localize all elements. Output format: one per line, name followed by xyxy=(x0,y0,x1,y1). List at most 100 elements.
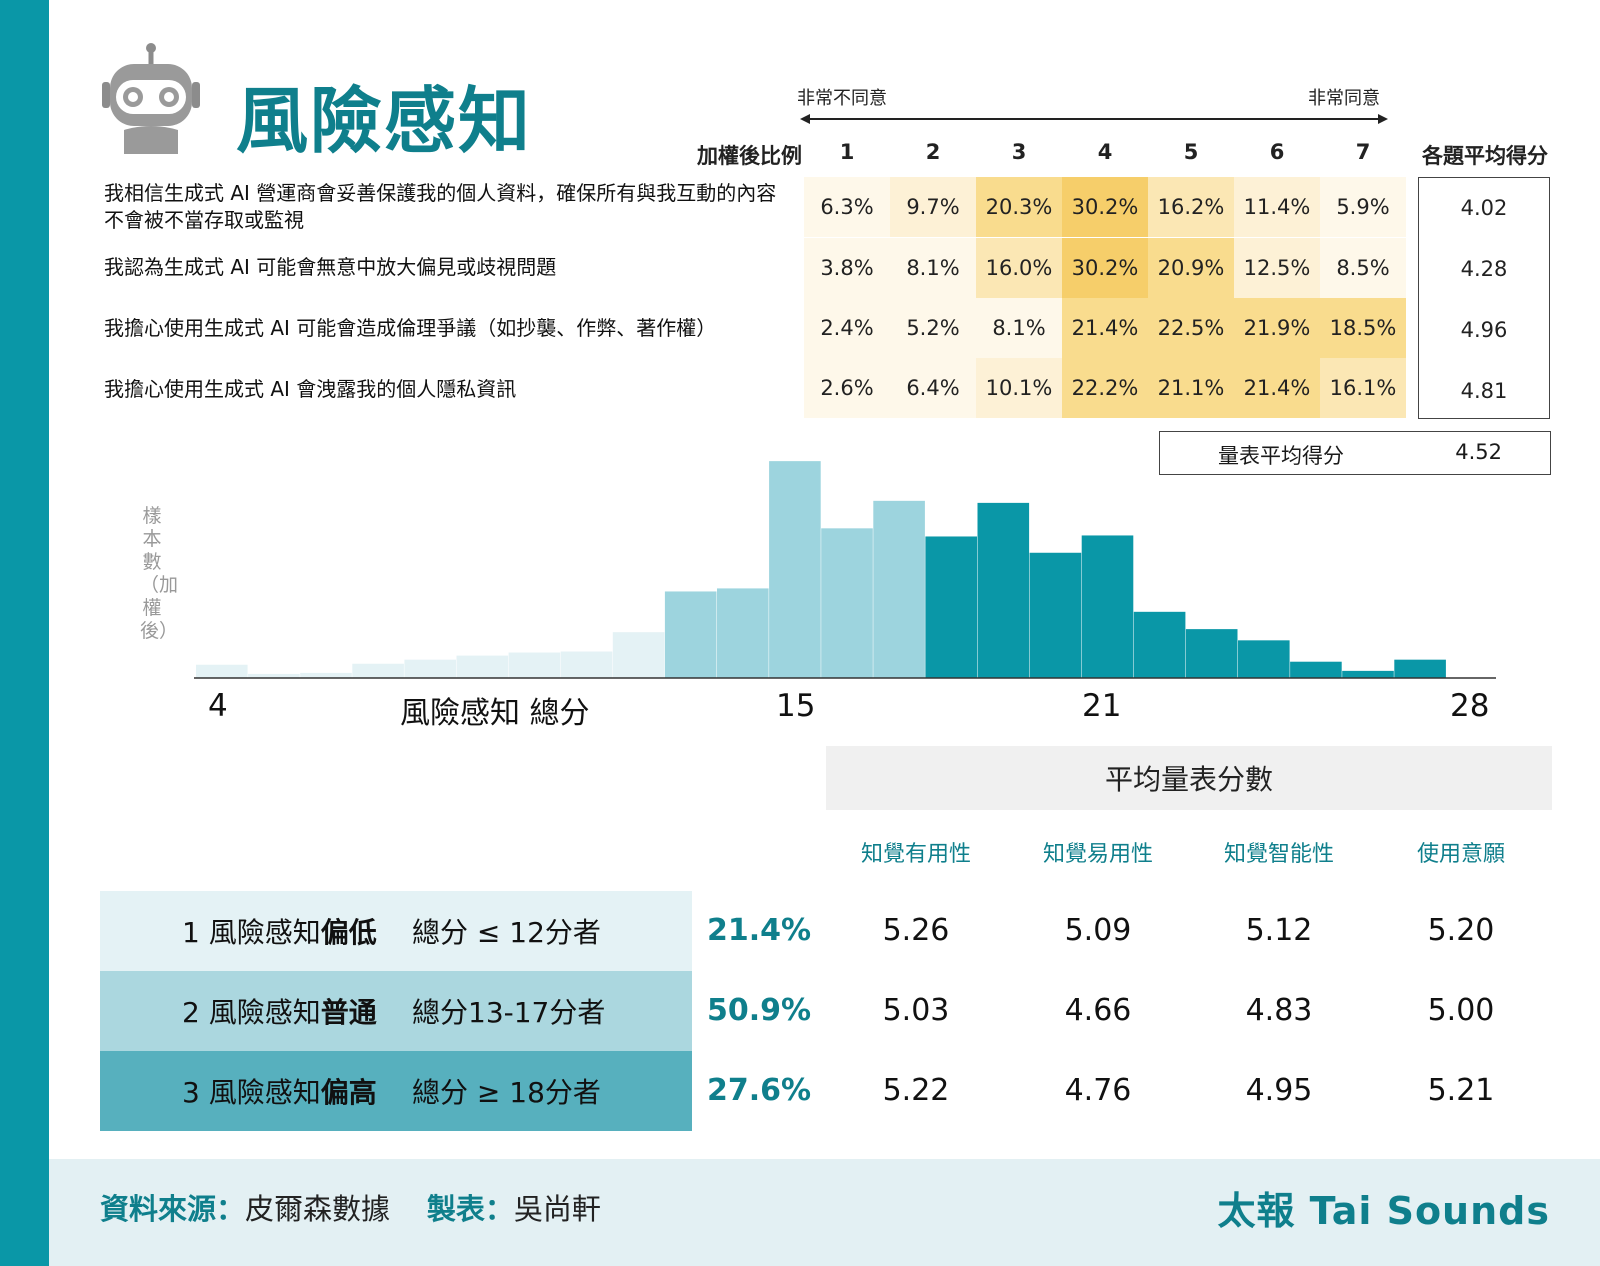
summary-column-header: 知覺有用性 xyxy=(860,842,971,867)
group-value: 4.83 xyxy=(1245,993,1313,1028)
overall-average-label: 量表平均得分 xyxy=(1218,444,1344,468)
scale-point-7: 7 xyxy=(1355,140,1371,164)
brand-logo: 太報 Tai Sounds xyxy=(1217,1189,1550,1233)
heatmap-cell: 20.3% xyxy=(976,177,1062,237)
heatmap-cell: 22.2% xyxy=(1062,358,1148,418)
group-label: 1 風險感知偏低 xyxy=(182,916,377,949)
scale-point-5: 5 xyxy=(1183,140,1199,164)
heatmap-cell: 3.8% xyxy=(804,238,890,298)
heatmap-cell: 30.2% xyxy=(1062,238,1148,298)
question-avg: 4.81 xyxy=(1460,379,1508,403)
group-value: 5.09 xyxy=(1064,913,1132,948)
group-score-range: 總分 ≤ 12分者 xyxy=(412,916,601,949)
overall-average-value: 4.52 xyxy=(1455,440,1502,464)
heatmap-cell: 18.5% xyxy=(1320,298,1406,358)
x-tick-label: 21 xyxy=(1082,688,1122,724)
heatmap-cell: 16.1% xyxy=(1320,358,1406,418)
question-avg: 4.28 xyxy=(1460,257,1508,281)
histogram-bar xyxy=(1029,552,1082,678)
histogram-y-label: 樣本數（加權後） xyxy=(140,505,179,642)
question-avg: 4.96 xyxy=(1460,318,1508,342)
x-tick-label: 4 xyxy=(208,688,228,724)
histogram-bar xyxy=(456,655,509,678)
group-value: 5.12 xyxy=(1245,913,1313,948)
question-text: 我相信生成式 AI 營運商會妥善保護我的個人資料，確保所有與我互動的內容不會被不… xyxy=(104,181,777,232)
group-value: 4.76 xyxy=(1064,1073,1132,1108)
histogram-bar xyxy=(1342,670,1394,678)
source-credit: 資料來源：皮爾森數據 製表：吳尚軒 xyxy=(100,1192,601,1226)
histogram-bar xyxy=(873,500,925,678)
group-score-range: 總分 ≥ 18分者 xyxy=(412,1076,601,1109)
heatmap-cell: 2.4% xyxy=(804,298,890,358)
histogram-bar xyxy=(821,528,873,678)
histogram-bar xyxy=(1185,629,1238,678)
histogram-bar xyxy=(248,673,300,678)
left-accent-bar xyxy=(0,0,49,1266)
x-tick-label: 15 xyxy=(776,688,816,724)
footer-band xyxy=(49,1159,1600,1266)
group-value: 5.26 xyxy=(882,913,950,948)
robot-icon xyxy=(102,43,200,154)
group-row-low: 1 風險感知偏低 總分 ≤ 12分者 xyxy=(100,891,692,971)
x-tick-label: 28 xyxy=(1450,688,1490,724)
group-value: 4.66 xyxy=(1064,993,1132,1028)
group-value: 5.00 xyxy=(1427,993,1495,1028)
question-text: 我認為生成式 AI 可能會無意中放大偏見或歧視問題 xyxy=(104,255,557,279)
scale-point-4: 4 xyxy=(1097,140,1113,164)
group-value: 5.22 xyxy=(882,1073,950,1108)
heatmap-cell: 16.0% xyxy=(976,238,1062,298)
heatmap-cell: 12.5% xyxy=(1234,238,1320,298)
scale-point-2: 2 xyxy=(925,140,941,164)
group-label: 2 風險感知普通 xyxy=(182,996,377,1029)
scale-low-label: 非常不同意 xyxy=(797,88,887,109)
group-value: 5.03 xyxy=(882,993,950,1028)
histogram-x-title: 風險感知 總分 xyxy=(400,696,590,731)
group-row-high: 3 風險感知偏高 總分 ≥ 18分者 xyxy=(100,1051,692,1131)
page-title: 風險感知 xyxy=(236,79,533,163)
heatmap-cell: 2.6% xyxy=(804,358,890,418)
histogram-bar xyxy=(300,672,352,678)
histogram-bar xyxy=(925,536,977,678)
heatmap-cell: 5.2% xyxy=(890,298,976,358)
group-label: 3 風險感知偏高 xyxy=(182,1076,377,1109)
scale-high-label: 非常同意 xyxy=(1308,88,1380,109)
histogram-bar xyxy=(717,588,769,678)
summary-column-header: 知覺智能性 xyxy=(1223,842,1334,867)
group-percentage: 21.4% xyxy=(706,913,812,948)
heatmap-cell: 21.4% xyxy=(1234,358,1320,418)
heatmap-cell: 5.9% xyxy=(1320,177,1406,237)
histogram-bar xyxy=(977,502,1030,678)
question-text: 我擔心使用生成式 AI 會洩露我的個人隱私資訊 xyxy=(104,377,517,401)
histogram-bar xyxy=(664,591,717,678)
histogram-bar xyxy=(560,651,613,678)
heatmap-cell: 16.2% xyxy=(1148,177,1234,237)
scale-point-3: 3 xyxy=(1011,140,1027,164)
scale-point-1: 1 xyxy=(839,140,855,164)
histogram-bar xyxy=(612,632,665,678)
summary-column-header: 使用意願 xyxy=(1416,842,1505,867)
avg-column-header: 各題平均得分 xyxy=(1422,144,1548,168)
histogram-bar xyxy=(1081,535,1134,678)
heatmap-cell: 21.1% xyxy=(1148,358,1234,418)
heatmap-cell: 8.1% xyxy=(890,238,976,298)
overall-average-box: 量表平均得分 4.52 xyxy=(1159,431,1551,475)
avg-score-box xyxy=(1418,177,1550,419)
histogram-bar xyxy=(404,659,456,678)
heatmap-cell: 30.2% xyxy=(1062,177,1148,237)
group-row-mid: 2 風險感知普通 總分13-17分者 xyxy=(100,971,692,1051)
histogram-bar xyxy=(1290,661,1342,678)
histogram-bar xyxy=(196,664,248,678)
scale-point-6: 6 xyxy=(1269,140,1285,164)
weighted-ratio-label: 加權後比例 xyxy=(697,144,802,168)
histogram-bar xyxy=(1394,659,1446,678)
question-avg: 4.02 xyxy=(1460,196,1508,220)
group-value: 4.95 xyxy=(1245,1073,1313,1108)
heatmap-cell: 9.7% xyxy=(890,177,976,237)
heatmap-cell: 21.9% xyxy=(1234,298,1320,358)
heatmap-cell: 6.4% xyxy=(890,358,976,418)
heatmap-cell: 22.5% xyxy=(1148,298,1234,358)
histogram-bar xyxy=(508,652,561,678)
histogram-bar xyxy=(769,461,821,678)
scale-arrow-icon xyxy=(800,114,1388,124)
heatmap-cell: 11.4% xyxy=(1234,177,1320,237)
